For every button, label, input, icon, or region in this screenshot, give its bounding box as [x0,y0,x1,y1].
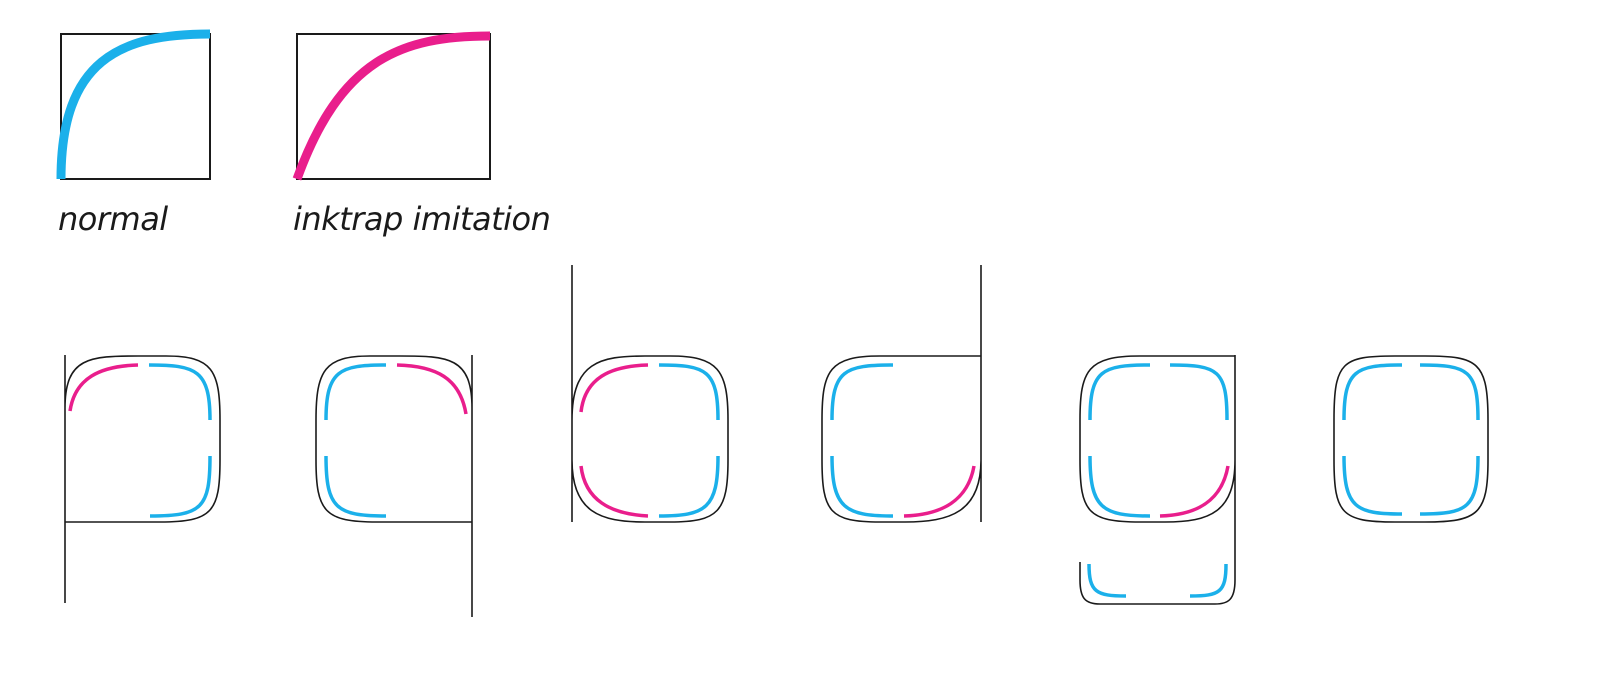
letter-q [315,355,473,617]
legend-inktrap [292,31,491,181]
normal-curve-sample [56,29,211,180]
letter-g-hook-left [1087,563,1127,598]
letter-q-outline [315,355,473,617]
letter-o-outline [1333,355,1489,523]
inktrap-curve-sample [292,31,491,181]
letter-q-bottom-left-corner [324,455,387,518]
legend-inktrap-box [296,33,491,180]
letter-b-top-right-corner [658,363,720,421]
letter-p [64,355,221,603]
letter-g-hook-right [1189,563,1228,598]
letter-d-bottom-left-corner [830,455,894,518]
letter-g-outline [1079,355,1236,605]
letter-g-bottom-right-corner [1159,465,1230,518]
letter-g-bottom-left-corner [1088,455,1151,518]
inktrap-caption: inktrap imitation [293,200,551,238]
letter-p-outline [64,355,221,603]
letter-d-top-left-corner [830,363,894,421]
letter-g [1079,355,1236,605]
letter-o-top-left-corner [1342,363,1403,421]
letter-b-bottom-right-corner [658,455,720,518]
letter-g-top-right-corner [1169,363,1229,421]
letter-d-bottom-right-corner [903,465,976,518]
legend-normal [56,29,211,180]
letter-b [571,265,729,523]
letter-q-top-left-corner [324,363,387,421]
letter-o-bottom-left-corner [1342,455,1403,516]
letter-p-right-lower-corner [149,455,212,518]
letter-b-top-left-corner [579,363,649,413]
letter-o-bottom-right-corner [1419,455,1480,516]
letter-b-outline [571,265,729,523]
letter-q-top-right-corner [396,363,468,415]
letter-b-bottom-left-corner [579,465,649,518]
letter-p-top-right-corner [148,363,212,421]
letter-o [1333,355,1489,523]
letter-d [821,265,982,523]
legend-normal-box [60,33,211,180]
letter-p-top-left-corner [68,363,139,412]
letter-o-top-right-corner [1419,363,1480,421]
letter-g-top-left-corner [1088,363,1151,421]
letter-d-outline [821,265,982,523]
normal-caption: normal [58,200,168,238]
